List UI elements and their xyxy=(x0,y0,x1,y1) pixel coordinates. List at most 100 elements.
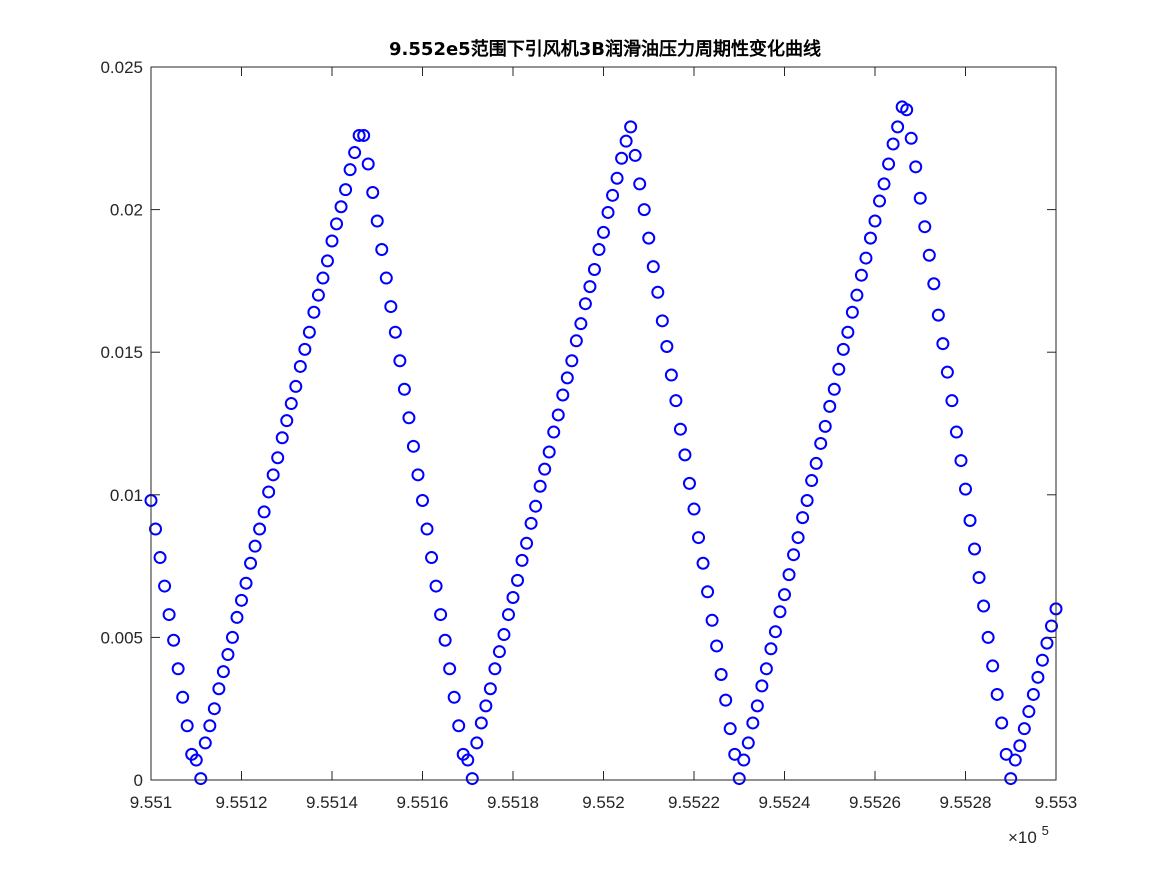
x-axis: 9.551 9.5512 9.5514 9.5516 9.5518 9.552 9.5522… xyxy=(130,67,1077,812)
data-point xyxy=(782,568,796,582)
data-point xyxy=(311,288,325,302)
data-point xyxy=(207,702,221,716)
data-point xyxy=(406,439,420,453)
data-point xyxy=(492,645,506,659)
data-point xyxy=(416,494,429,508)
data-point xyxy=(968,542,982,556)
data-point xyxy=(633,177,647,191)
data-point xyxy=(646,260,660,274)
data-point xyxy=(438,633,452,647)
data-point xyxy=(990,687,1004,701)
data-point xyxy=(361,157,375,171)
data-point xyxy=(818,419,832,433)
data-point xyxy=(302,325,316,339)
data-point xyxy=(773,605,787,619)
data-point xyxy=(597,225,610,239)
data-point xyxy=(931,308,945,322)
data-point xyxy=(655,314,669,328)
data-point xyxy=(198,736,212,750)
data-point xyxy=(909,160,923,174)
data-point xyxy=(452,719,466,733)
data-point xyxy=(316,271,330,285)
data-point xyxy=(755,679,769,693)
data-point xyxy=(845,305,859,319)
data-point xyxy=(244,556,258,570)
data-point xyxy=(836,342,850,356)
data-point xyxy=(1013,739,1027,753)
y-tick-label: 0.025 xyxy=(100,58,143,77)
data-point xyxy=(189,753,203,767)
data-point xyxy=(583,280,597,294)
data-point xyxy=(1022,705,1036,719)
data-point xyxy=(307,305,321,319)
data-point xyxy=(637,203,651,217)
data-point xyxy=(719,693,733,707)
data-point xyxy=(913,191,927,205)
data-point xyxy=(176,690,190,704)
data-point xyxy=(737,753,751,767)
x-tick-label: 9.5512 xyxy=(216,793,268,812)
data-point xyxy=(479,699,493,713)
data-point xyxy=(320,254,334,268)
data-point xyxy=(904,131,918,145)
data-point xyxy=(429,579,443,593)
data-point xyxy=(859,251,873,265)
data-point xyxy=(497,628,511,642)
data-point xyxy=(216,665,230,679)
data-point xyxy=(483,682,497,696)
data-point xyxy=(158,579,172,593)
data-point xyxy=(1044,619,1058,633)
data-point xyxy=(257,505,271,519)
data-point xyxy=(370,214,384,228)
data-point xyxy=(850,288,864,302)
y-tick-label: 0.015 xyxy=(100,343,143,362)
data-point xyxy=(741,736,755,750)
data-point xyxy=(922,248,936,262)
data-point xyxy=(357,128,371,142)
data-point xyxy=(420,522,434,536)
data-point xyxy=(230,610,244,624)
data-point xyxy=(524,516,538,530)
x-axis-exponent-base: ×10 xyxy=(1008,828,1037,847)
data-point xyxy=(827,382,841,396)
data-point xyxy=(651,285,665,299)
data-point xyxy=(253,522,267,536)
data-point xyxy=(239,576,253,590)
data-point xyxy=(986,659,1000,673)
data-point xyxy=(402,411,416,425)
data-point xyxy=(167,633,181,647)
data-point xyxy=(606,188,620,202)
data-point xyxy=(660,339,674,353)
x-tick-label: 9.5516 xyxy=(397,793,449,812)
data-point xyxy=(262,485,276,499)
data-point xyxy=(687,502,701,516)
data-point xyxy=(728,747,742,761)
data-point xyxy=(334,200,348,214)
data-point xyxy=(461,753,475,767)
data-point xyxy=(411,468,425,482)
data-point xyxy=(474,716,488,730)
data-point xyxy=(465,772,479,786)
data-point xyxy=(1004,772,1018,786)
data-point xyxy=(248,539,262,553)
data-point xyxy=(624,120,638,134)
data-point xyxy=(1035,653,1049,667)
data-point xyxy=(945,394,959,408)
data-point xyxy=(999,747,1013,761)
data-point xyxy=(732,772,746,786)
data-point xyxy=(592,243,606,257)
data-point xyxy=(673,422,687,436)
data-point xyxy=(678,448,692,462)
data-point xyxy=(266,468,280,482)
data-point xyxy=(664,368,678,382)
data-point xyxy=(791,531,805,545)
data-point xyxy=(750,699,764,713)
data-point xyxy=(615,151,629,165)
data-point xyxy=(551,408,565,422)
data-point xyxy=(841,325,855,339)
data-point xyxy=(692,531,706,545)
data-point xyxy=(506,590,520,604)
data-point xyxy=(714,667,728,681)
data-point xyxy=(538,462,552,476)
